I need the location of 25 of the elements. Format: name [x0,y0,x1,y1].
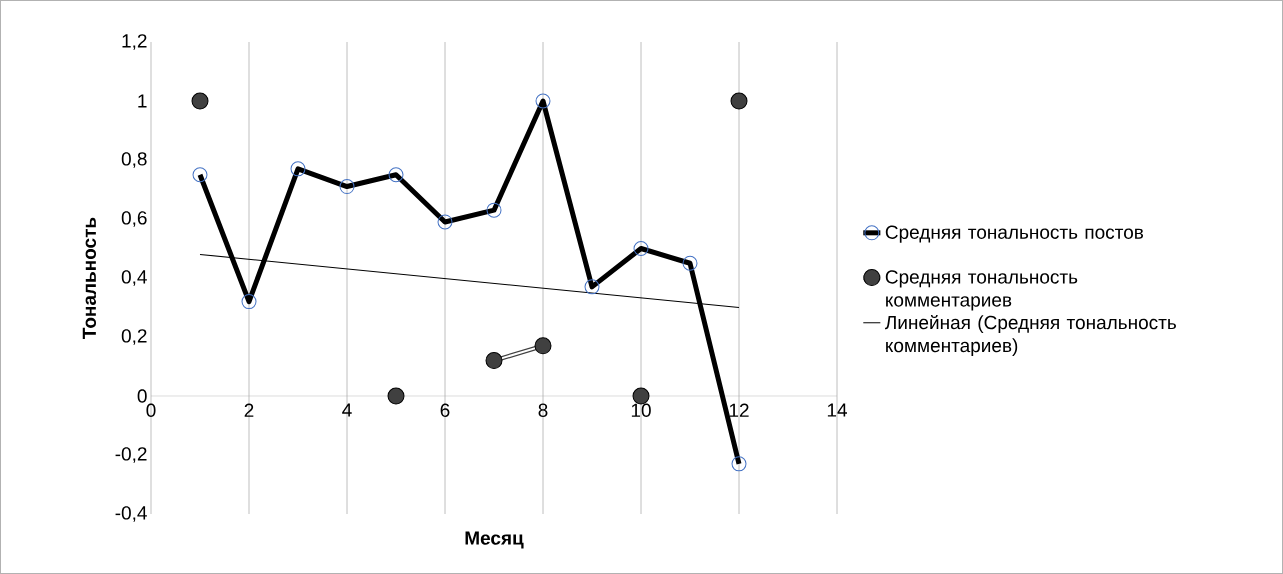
point [730,92,748,110]
x-tick-label: 4 [342,403,352,417]
legend-label: Средняя тональность комментариев [885,270,1078,311]
y-tick-label: 0,4 [121,270,147,286]
y-axis-title: Тональность [82,217,97,339]
x-tick-label: 6 [440,403,450,417]
x-tick-label: 0 [146,403,156,417]
point [191,92,209,110]
x-tick-label: 14 [827,403,848,417]
x-tick-label: 8 [538,403,548,417]
y-tick-label: 0,6 [121,211,147,227]
x-tick-label: 2 [244,403,254,417]
y-tick-label: 0,8 [121,152,147,168]
y-tick-label: 0,2 [121,329,147,345]
y-tick-label: -0,2 [115,447,147,463]
y-tick-label: -0,4 [115,506,147,522]
x-tick-label: 12 [729,403,749,417]
y-tick-label: 1,2 [122,34,147,50]
x-tick-label: 10 [631,403,651,417]
legend-label: Средняя тональность постов [885,225,1144,243]
point [387,387,405,405]
x-axis-title: Месяц [465,531,524,549]
y-tick-label: 1 [138,94,147,108]
legend-label: Линейная (Средняя тональность комментариев) [885,314,1176,356]
y-tick-label: 0 [137,389,147,403]
